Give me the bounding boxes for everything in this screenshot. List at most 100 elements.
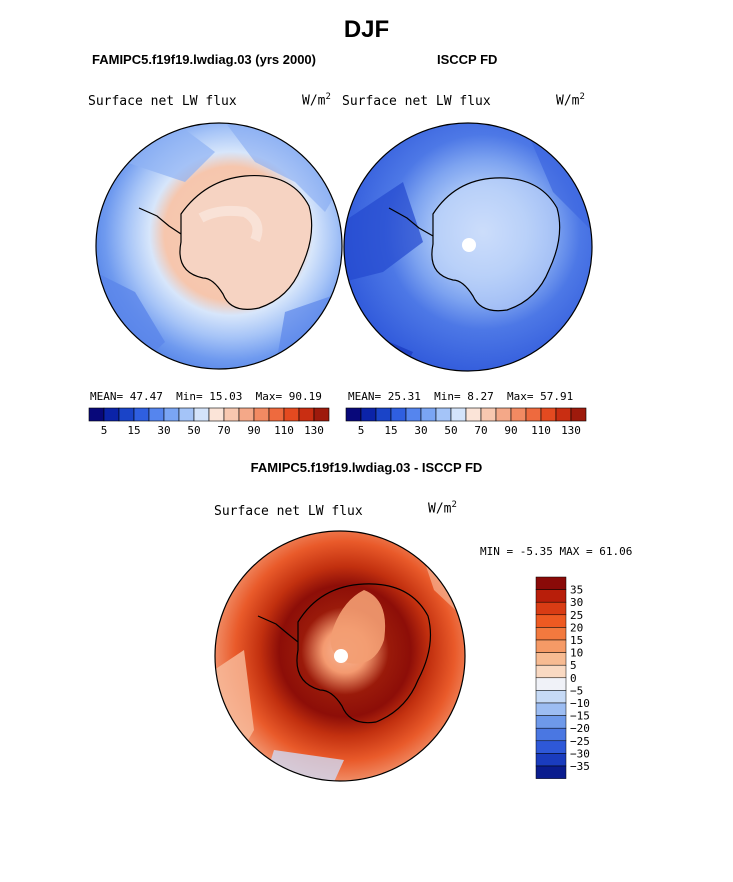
panel1-colorbar-swatch bbox=[313, 407, 330, 422]
diff-title: FAMIPC5.f19f19.lwdiag.03 - ISCCP FD bbox=[250, 460, 483, 475]
diff-colorbar-label: 10 bbox=[570, 647, 583, 660]
panel1-max: 90.19 bbox=[288, 390, 322, 403]
panel2-mean: 25.31 bbox=[387, 390, 421, 403]
panel2-variable-label: Surface net LW flux bbox=[342, 94, 491, 109]
panel2-colorbar-tick-label: 50 bbox=[444, 424, 457, 437]
panel1-colorbar-tick-label: 110 bbox=[274, 424, 294, 437]
panel2-colorbar-swatch bbox=[465, 407, 482, 422]
diff-colorbar-label: −5 bbox=[570, 684, 583, 697]
panel1-case-label: FAMIPC5.f19f19.lwdiag.03 (yrs 2000) bbox=[92, 52, 316, 67]
panel2-colorbar-swatch bbox=[360, 407, 377, 422]
panel2-colorbar-swatch bbox=[570, 407, 587, 422]
diff-colorbar-label: −25 bbox=[570, 735, 590, 748]
diff-coastline bbox=[257, 583, 432, 724]
diff-colorbar-swatch bbox=[535, 664, 567, 679]
diff-colorbar-label: −30 bbox=[570, 747, 590, 760]
panel2-colorbar-swatch bbox=[480, 407, 497, 422]
panel2-colorbar-swatch bbox=[435, 407, 452, 422]
diff-colorbar-label: −15 bbox=[570, 710, 590, 723]
panel2-colorbar-swatch bbox=[420, 407, 437, 422]
diff-colorbar-label: 20 bbox=[570, 621, 583, 634]
panel2-colorbar-tick-label: 90 bbox=[504, 424, 517, 437]
panel2-units: W/m2 bbox=[556, 92, 585, 109]
diff-colorbar-label: −10 bbox=[570, 697, 590, 710]
panel1-colorbar-swatch bbox=[118, 407, 135, 422]
panel1-colorbar-swatch bbox=[163, 407, 180, 422]
panel2-colorbar-swatch bbox=[390, 407, 407, 422]
diff-colorbar-swatch bbox=[535, 576, 567, 590]
diff-colorbar-label: 5 bbox=[570, 659, 577, 672]
diff-colorbar-swatch bbox=[535, 715, 567, 729]
panel2-map-outline bbox=[343, 122, 593, 372]
panel2-colorbar-swatch bbox=[510, 407, 527, 422]
diff-minmax: MIN = -5.35 MAX = 61.06 bbox=[480, 545, 633, 558]
diff-colorbar-swatch bbox=[535, 677, 567, 691]
panel2-polar-map bbox=[343, 122, 593, 372]
panel1-min: 15.03 bbox=[209, 390, 243, 403]
panel1-variable-label: Surface net LW flux bbox=[88, 94, 237, 109]
diff-colorbar-swatch bbox=[535, 627, 567, 641]
diff-units: W/m2 bbox=[428, 500, 457, 517]
diff-colorbar-label: 30 bbox=[570, 596, 583, 609]
diff-colorbar-label: 0 bbox=[570, 672, 577, 685]
panel1-colorbar-tick-label: 30 bbox=[157, 424, 170, 437]
panel1-colorbar-swatch bbox=[238, 407, 255, 422]
page-title: DJF bbox=[343, 16, 390, 43]
diff-max: 61.06 bbox=[599, 545, 633, 558]
diff-colorbar-swatch bbox=[535, 601, 567, 616]
panel2-stats: MEAN= 25.31 Min= 8.27 Max= 57.91 bbox=[348, 390, 574, 403]
diff-colorbar-label: −20 bbox=[570, 722, 590, 735]
panel2-max: 57.91 bbox=[540, 390, 574, 403]
diff-colorbar-swatch bbox=[535, 753, 567, 767]
diff-map-outline bbox=[214, 530, 466, 782]
diff-colorbar-swatch bbox=[535, 589, 567, 603]
panel1-colorbar-tick-label: 15 bbox=[127, 424, 140, 437]
panel2-colorbar-tick-label: 30 bbox=[414, 424, 427, 437]
panel2-colorbar-tick-label: 15 bbox=[384, 424, 397, 437]
panel1-colorbar-swatch bbox=[103, 407, 120, 422]
diff-colorbar-label: 15 bbox=[570, 634, 583, 647]
panel1-colorbar-tick-label: 50 bbox=[187, 424, 200, 437]
panel1-colorbar-tick-label: 70 bbox=[217, 424, 230, 437]
panel2-coastline bbox=[388, 177, 561, 312]
panel2-colorbar-swatch bbox=[540, 407, 557, 422]
panel2-colorbar-swatch bbox=[405, 407, 422, 422]
panel2-colorbar-swatch bbox=[495, 407, 512, 422]
panel1-colorbar-swatch bbox=[208, 407, 225, 422]
panel1-units: W/m2 bbox=[302, 92, 331, 109]
panel1-polar-map bbox=[95, 122, 343, 370]
diff-min: -5.35 bbox=[519, 545, 553, 558]
panel2-colorbar-swatch bbox=[375, 407, 392, 422]
diff-colorbar-label: −35 bbox=[570, 760, 590, 773]
panel1-map-outline bbox=[95, 122, 343, 370]
diff-colorbar-swatch bbox=[535, 614, 567, 628]
panel2-min: 8.27 bbox=[467, 390, 494, 403]
panel1-colorbar-swatch bbox=[298, 407, 315, 422]
diff-pole-hole bbox=[334, 649, 348, 663]
panel1-colorbar-tick-label: 5 bbox=[101, 424, 108, 437]
panel1-colorbar-swatch bbox=[283, 407, 300, 422]
panel2-colorbar-swatch bbox=[450, 407, 467, 422]
panel1-colorbar-swatch bbox=[133, 407, 150, 422]
diff-polar-map bbox=[214, 530, 466, 782]
diff-colorbar-label: 35 bbox=[570, 584, 583, 597]
diff-colorbar-swatch bbox=[535, 765, 567, 779]
diff-colorbar-swatch bbox=[535, 652, 567, 666]
panel1-colorbar-swatch bbox=[148, 407, 165, 422]
panel1-colorbar-swatch bbox=[268, 407, 285, 422]
panel2-colorbar-tick-label: 5 bbox=[358, 424, 365, 437]
panel2-colorbar-swatch bbox=[525, 407, 542, 422]
diff-colorbar-label: 25 bbox=[570, 609, 583, 622]
panel2-colorbar: 5 15 30 50 70 90 110 130 bbox=[345, 407, 587, 437]
panel2-colorbar-tick-label: 130 bbox=[561, 424, 581, 437]
diff-colorbar-swatch bbox=[535, 690, 567, 704]
panel1-colorbar-swatch bbox=[223, 407, 240, 422]
diff-colorbar-swatch bbox=[535, 740, 567, 754]
panel1-colorbar-tick-label: 130 bbox=[304, 424, 324, 437]
panel2-colorbar-swatch bbox=[555, 407, 572, 422]
diff-colorbar-swatch bbox=[535, 727, 567, 742]
panel1-coastline bbox=[138, 174, 313, 310]
panel1-stats: MEAN= 47.47 Min= 15.03 Max= 90.19 bbox=[90, 390, 322, 403]
diff-colorbar-swatch bbox=[535, 702, 567, 716]
